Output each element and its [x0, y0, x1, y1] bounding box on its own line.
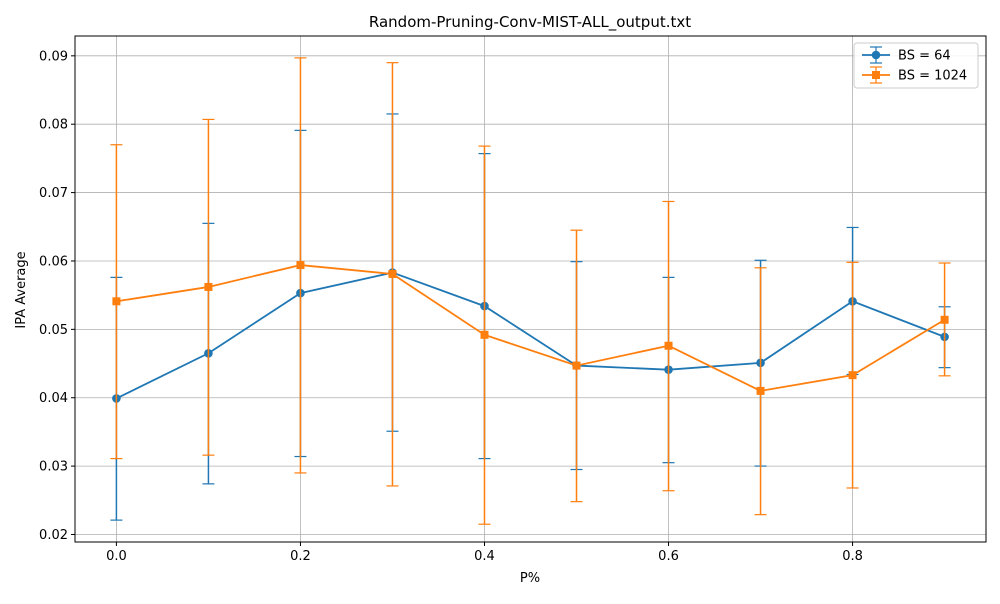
legend: BS = 64 BS = 1024 [853, 42, 979, 89]
data-point [756, 386, 765, 395]
series-line [116, 264, 946, 392]
y-tick-label: 0.08 [39, 118, 68, 133]
data-point [664, 341, 673, 350]
y-tick-label: 0.04 [39, 391, 68, 406]
y-tick-label: 0.05 [39, 323, 68, 338]
legend-marker [871, 50, 881, 60]
x-tick-label: 0.8 [842, 549, 863, 564]
data-point [204, 282, 213, 291]
y-tick-label: 0.09 [39, 49, 68, 64]
x-axis-label: P% [520, 571, 540, 586]
chart-title: Random-Pruning-Conv-MIST-ALL_output.txt [369, 13, 691, 32]
y-tick-label: 0.07 [39, 186, 68, 201]
y-tick-label: 0.02 [39, 528, 68, 543]
x-tick-label: 0.0 [106, 549, 127, 564]
data-point [296, 261, 305, 270]
y-axis-label: IPA Average [14, 251, 29, 328]
series-1 [110, 57, 951, 525]
data-point [848, 371, 857, 380]
x-tick-label: 0.2 [290, 549, 311, 564]
data-point [112, 297, 121, 306]
y-tick-label: 0.03 [39, 460, 68, 475]
y-tick-label: 0.06 [39, 254, 68, 269]
legend-label: BS = 64 [898, 49, 951, 64]
x-tick-label: 0.4 [474, 549, 495, 564]
data-point [572, 361, 581, 370]
x-tick-label: 0.6 [658, 549, 679, 564]
axes: 0.0 0.2 0.4 0.6 0.8 0.02 0.03 0.04 0.05 0.06 0.07 0… [39, 35, 987, 564]
data-point [388, 269, 397, 278]
series-line [116, 271, 945, 400]
legend-label: BS = 1024 [898, 69, 967, 84]
data-point [480, 330, 489, 339]
plot-frame [74, 35, 987, 543]
data-point [940, 315, 949, 324]
legend-marker [872, 71, 880, 79]
plot-series [110, 57, 951, 525]
